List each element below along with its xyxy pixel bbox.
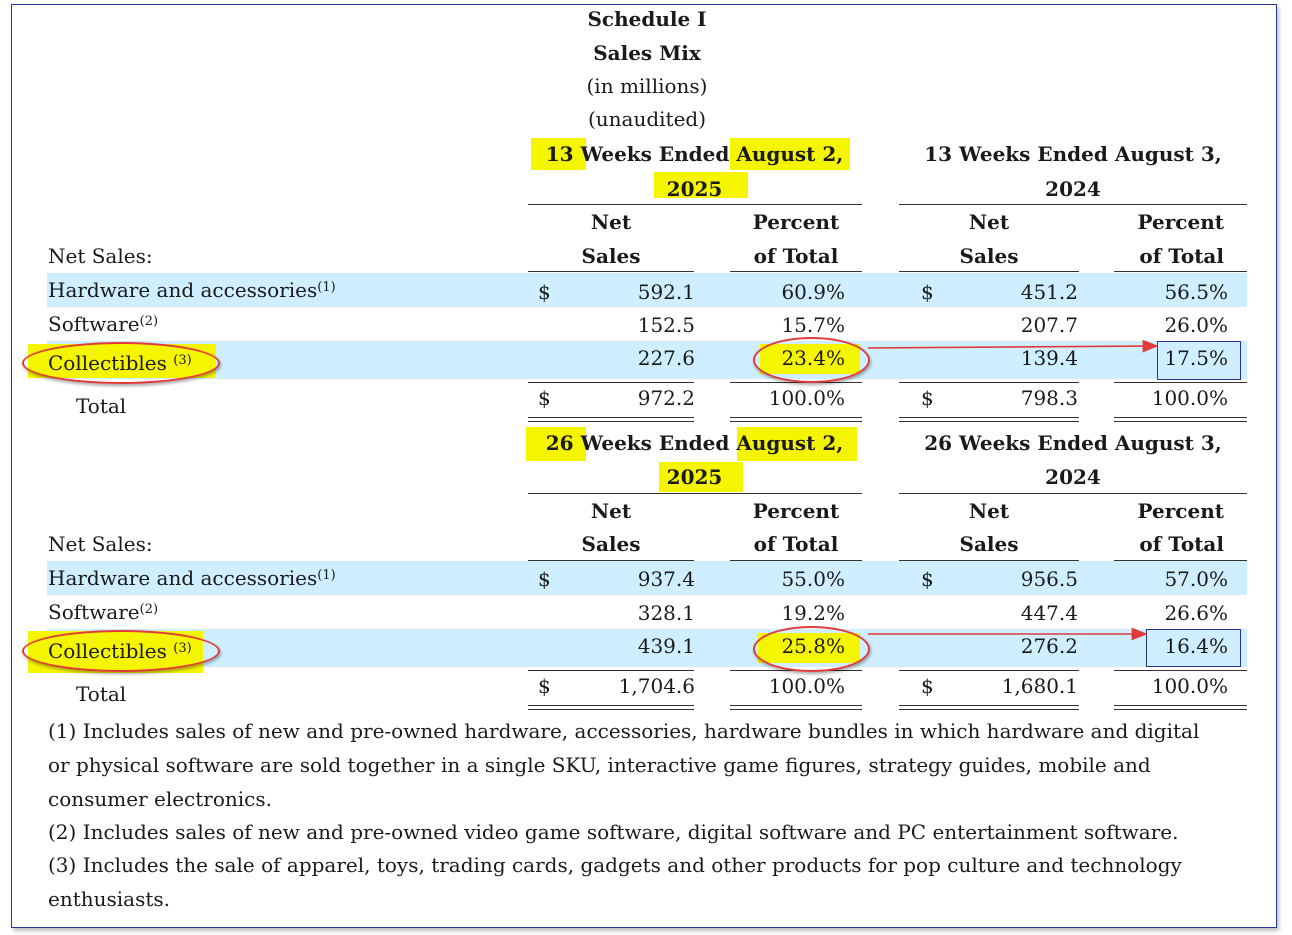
percent-value: 17.5%	[1164, 346, 1228, 370]
currency-symbol: $	[538, 567, 551, 591]
percent-value: 55.0%	[781, 567, 845, 591]
col-header-of-total: of Total	[753, 244, 839, 268]
net-sales-value: 451.2	[1020, 280, 1078, 304]
currency-symbol: $	[538, 280, 551, 304]
col-header-net: Net	[590, 210, 632, 234]
percent-value: 26.6%	[1164, 601, 1228, 625]
net-sales-value: 139.4	[1020, 346, 1078, 370]
footnote-ref: (1)	[317, 568, 336, 583]
row-band	[47, 629, 1247, 667]
net-sales-value: 439.1	[637, 634, 695, 658]
percent-total: 100.0%	[768, 674, 845, 698]
highlight-mark	[737, 427, 857, 461]
net-sales-value: 276.2	[1020, 634, 1078, 658]
footnote-2: (2) Includes sales of new and pre-owned …	[48, 820, 1179, 844]
net-sales-value: 592.1	[637, 280, 695, 304]
period-header-26w-2025: 26 Weeks Ended August 2,	[545, 431, 844, 455]
period-header-13w-2024: 13 Weeks Ended August 3,	[924, 142, 1222, 166]
net-sales-total: 972.2	[637, 386, 695, 410]
row-label: Software	[48, 312, 140, 336]
row-band	[47, 561, 1247, 595]
col-header-net: Net	[590, 499, 632, 523]
period-header-26w-2024-year: 2024	[1045, 465, 1101, 489]
col-header-net: Net	[968, 210, 1010, 234]
percent-total: 100.0%	[768, 386, 845, 410]
percent-value: 15.7%	[781, 313, 845, 337]
percent-value: 56.5%	[1164, 280, 1228, 304]
currency-symbol: $	[538, 674, 551, 698]
net-sales-value: 937.4	[637, 567, 695, 591]
row-band	[47, 273, 1247, 307]
col-header-of-total: of Total	[753, 532, 839, 556]
total-label: Total	[76, 682, 127, 706]
section-label-net-sales: Net Sales:	[48, 244, 153, 268]
currency-symbol: $	[538, 386, 551, 410]
annotation-box	[1157, 341, 1241, 380]
footnote-ref: (2)	[139, 314, 159, 329]
col-header-of-total: of Total	[1139, 244, 1224, 268]
net-sales-total: 798.3	[1020, 386, 1078, 410]
currency-symbol: $	[921, 280, 934, 304]
currency-symbol: $	[921, 567, 934, 591]
percent-total: 100.0%	[1151, 386, 1228, 410]
net-sales-value: 956.5	[1020, 567, 1078, 591]
net-sales-value: 207.7	[1020, 313, 1078, 337]
units-note: (in millions)	[586, 74, 708, 98]
highlight-mark	[659, 462, 743, 492]
annotation-ellipse	[753, 626, 870, 672]
highlight-mark	[730, 138, 850, 170]
footnote-ref: (2)	[139, 602, 159, 617]
highlight-mark	[531, 138, 586, 170]
net-sales-total: 1,680.1	[1001, 674, 1078, 698]
footnote-ref: (1)	[317, 280, 336, 295]
col-header-percent: Percent	[752, 210, 840, 234]
schedule-title: Schedule I	[587, 7, 707, 31]
percent-value: 16.4%	[1164, 634, 1228, 658]
net-sales-total: 1,704.6	[618, 674, 695, 698]
schedule-subtitle: Sales Mix	[593, 41, 701, 65]
annotation-ellipse	[22, 630, 220, 672]
period-header-26w-2025-year: 2025	[666, 465, 723, 489]
highlight-mark	[654, 172, 748, 198]
col-header-sales: Sales	[959, 532, 1019, 556]
period-header-26w-2024: 26 Weeks Ended August 3,	[924, 431, 1222, 455]
net-sales-value: 152.5	[637, 313, 695, 337]
percent-value: 19.2%	[781, 601, 845, 625]
footnote-1: (1) Includes sales of new and pre-owned …	[48, 719, 1200, 811]
col-header-percent: Percent	[1137, 499, 1224, 523]
net-sales-value: 227.6	[637, 346, 695, 370]
row-label: Hardware and accessories	[48, 278, 318, 302]
highlight-mark	[526, 427, 586, 461]
annotation-ellipse	[753, 337, 870, 383]
document-frame	[11, 4, 1277, 928]
col-header-of-total: of Total	[1139, 532, 1224, 556]
audit-note: (unaudited)	[587, 107, 707, 131]
section-label-net-sales: Net Sales:	[48, 532, 153, 556]
footnote-3: (3) Includes the sale of apparel, toys, …	[48, 853, 1182, 911]
percent-value: 60.9%	[781, 280, 845, 304]
period-header-13w-2025-year: 2025	[666, 177, 723, 201]
row-label: Software	[48, 600, 140, 624]
annotation-arrow	[867, 339, 1159, 353]
net-sales-value: 447.4	[1020, 601, 1078, 625]
col-header-net: Net	[968, 499, 1010, 523]
row-label: Hardware and accessories	[48, 566, 318, 590]
net-sales-value: 328.1	[637, 601, 695, 625]
period-header-13w-2024-year: 2024	[1045, 177, 1101, 201]
col-header-sales: Sales	[581, 244, 641, 268]
total-label: Total	[76, 394, 127, 418]
col-header-sales: Sales	[959, 244, 1019, 268]
percent-value: 57.0%	[1164, 567, 1228, 591]
col-header-percent: Percent	[1137, 210, 1224, 234]
percent-total: 100.0%	[1151, 674, 1228, 698]
percent-value: 26.0%	[1164, 313, 1228, 337]
currency-symbol: $	[921, 386, 934, 410]
col-header-percent: Percent	[752, 499, 840, 523]
annotation-ellipse	[22, 342, 220, 384]
annotation-box	[1146, 629, 1241, 667]
col-header-sales: Sales	[581, 532, 641, 556]
period-header-13w-2025: 13 Weeks Ended August 2,	[545, 142, 844, 166]
currency-symbol: $	[921, 674, 934, 698]
